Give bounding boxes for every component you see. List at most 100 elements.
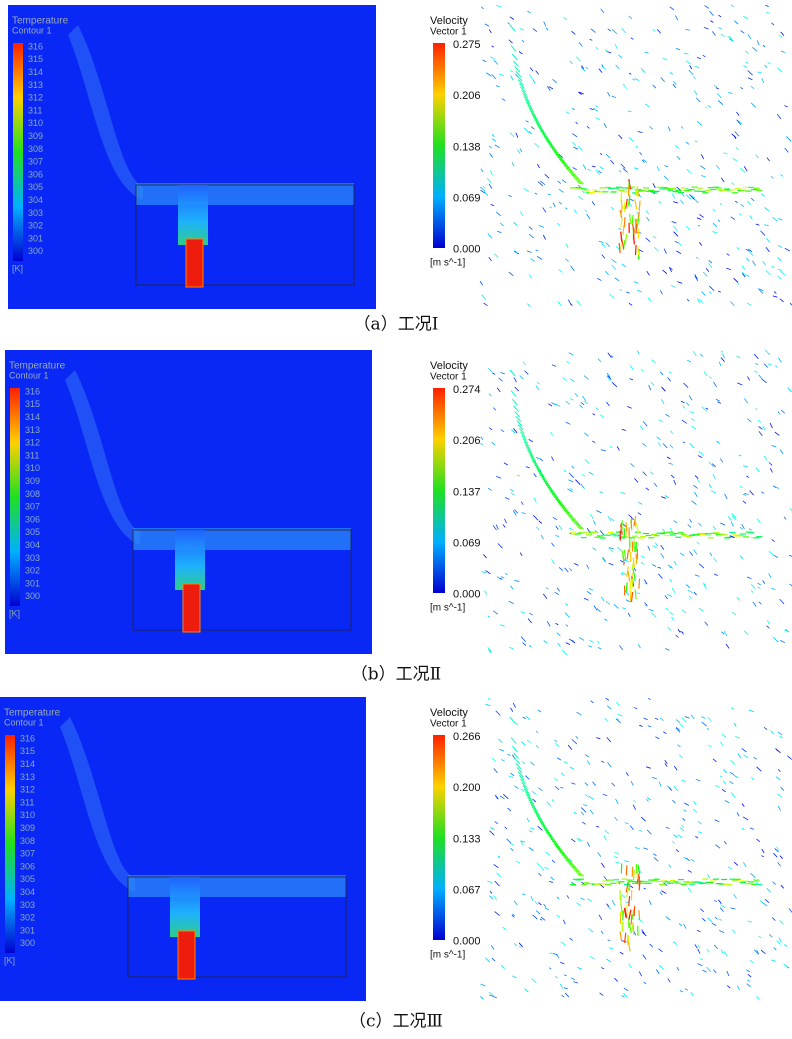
vector-arrow (703, 371, 708, 377)
vector-arrow (567, 744, 573, 750)
vector-arrow (741, 273, 746, 278)
vector-arrow (530, 827, 535, 830)
vector-arrow (573, 981, 578, 984)
vector-arrow (571, 782, 576, 785)
tick-label: 301 (20, 925, 35, 935)
vector-arrow (785, 629, 790, 633)
vector-arrow (556, 500, 562, 504)
vector-arrow (691, 195, 696, 199)
vector-arrow (558, 153, 564, 158)
vector-arrow (577, 967, 583, 970)
vector-arrow (777, 67, 783, 73)
vector-arrow (636, 873, 640, 885)
vector-arrow (593, 605, 598, 611)
vector-arrow (746, 302, 752, 306)
vector-arrow (636, 231, 642, 234)
vector-arrow (778, 218, 783, 221)
vector-arrow (482, 59, 487, 62)
vector-arrow (630, 781, 634, 786)
tick-label: 0.000 (453, 589, 481, 601)
vector-arrow (638, 644, 641, 649)
vector-arrow (514, 65, 521, 73)
vector-arrow (522, 438, 529, 444)
vector-arrow (772, 295, 778, 298)
vector-arrow (504, 518, 507, 524)
vector-arrow (569, 398, 574, 401)
vector-arrow (727, 35, 733, 41)
vector-arrow (598, 240, 604, 243)
vector-arrow (663, 248, 667, 254)
vector-arrow (628, 72, 632, 75)
vector-arrow (744, 398, 749, 404)
vector-arrow (589, 809, 594, 815)
vector-arrow (555, 403, 561, 407)
vector-arrow (740, 167, 746, 173)
vector-arrow (652, 236, 657, 239)
vector-arrow (685, 141, 690, 145)
vector-arrow (571, 519, 577, 522)
vector-arrow (693, 484, 698, 489)
vector-arrow (509, 70, 514, 72)
vector-arrow (535, 70, 540, 75)
vector-arrow (650, 381, 655, 386)
vector-arrow (536, 256, 543, 260)
vector-arrow (620, 905, 623, 916)
vector-arrow (491, 138, 497, 142)
vector-arrow (570, 378, 575, 383)
vector-arrow (720, 350, 724, 353)
vector-arrow (497, 230, 502, 233)
vector-arrow (665, 916, 671, 921)
vector-arrow (515, 70, 522, 78)
vector-arrow (493, 768, 498, 774)
vector-arrow (718, 27, 722, 29)
tick-label: 308 (28, 144, 43, 154)
vector-arrow (563, 761, 568, 764)
vector-arrow (646, 217, 650, 222)
vector-arrow (535, 730, 539, 734)
vector-arrow (627, 941, 631, 952)
vector-arrow (739, 485, 743, 488)
vector-arrow (771, 588, 776, 590)
vector-arrow (635, 186, 639, 197)
vector-arrow (611, 95, 617, 99)
vector-arrow (673, 231, 679, 237)
vector-arrow (526, 739, 531, 744)
vector-arrow (741, 523, 745, 530)
vector-arrow (697, 944, 701, 949)
vector-arrow (568, 472, 574, 478)
vector-arrow (664, 165, 669, 168)
vector-arrow (777, 268, 783, 271)
vector-arrow (555, 786, 560, 791)
vector-arrow (535, 249, 539, 252)
legend-title: Velocity (430, 15, 468, 27)
vector-arrow (563, 856, 569, 859)
vector-arrow (723, 630, 728, 636)
vector-arrow (672, 81, 677, 85)
vector-arrow (631, 517, 634, 521)
vector-arrow (618, 54, 623, 59)
vector-arrow (698, 450, 704, 457)
vector-arrow (683, 382, 689, 388)
vector-arrow (676, 155, 681, 160)
vector-arrow (491, 45, 494, 48)
vector-arrow (524, 988, 529, 993)
vector-arrow (496, 211, 501, 217)
vector-arrow (558, 850, 565, 854)
heat-source (177, 930, 196, 980)
vector-arrow (719, 930, 725, 933)
vector-arrow (720, 33, 725, 37)
vector-arrow (521, 761, 526, 765)
vector-arrow (775, 776, 781, 781)
vector-arrow (586, 564, 590, 569)
vector-arrow (667, 126, 671, 132)
plume (170, 877, 200, 937)
vector-arrow (551, 364, 557, 367)
vector-arrow (762, 44, 766, 48)
vector-arrow (599, 992, 604, 996)
vector-arrow (734, 200, 738, 203)
vector-arrow (517, 79, 524, 86)
vector-arrow (779, 449, 784, 455)
vector-arrow (741, 265, 746, 270)
vector-arrow (778, 34, 783, 38)
vector-arrow (622, 168, 628, 173)
